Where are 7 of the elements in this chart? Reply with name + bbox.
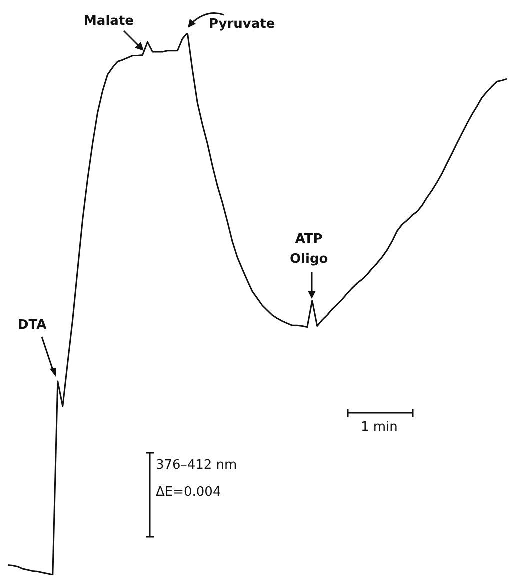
- annotation: ΔE=0.004: [156, 484, 222, 502]
- annotation: 1 min: [361, 419, 398, 437]
- text: Malate: [84, 13, 134, 31]
- text: Pyruvate: [209, 16, 276, 34]
- annotation: DTA: [18, 317, 47, 335]
- annotation: 376–412 nm: [156, 457, 238, 475]
- annotation: ATP Oligo: [290, 231, 328, 269]
